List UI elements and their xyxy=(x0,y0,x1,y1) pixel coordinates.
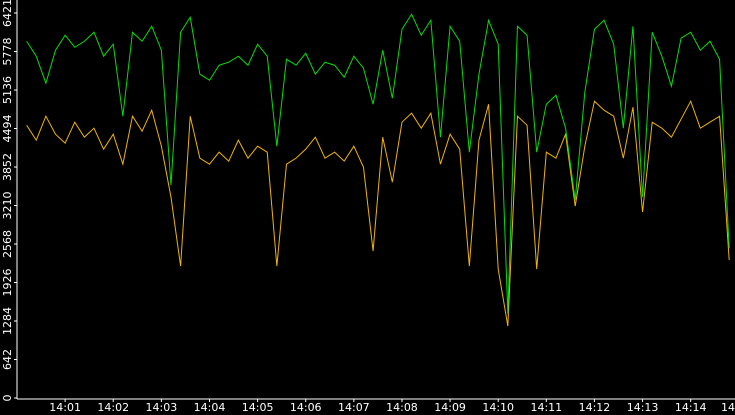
x-tick-label: 14:10 xyxy=(482,401,514,414)
x-tick-label: 14:02 xyxy=(97,401,129,414)
y-tick-label: 3210 xyxy=(1,192,14,220)
x-tick-label: 14:06 xyxy=(290,401,322,414)
x-tick-label: 14:03 xyxy=(146,401,178,414)
y-tick-label: 1926 xyxy=(1,269,14,297)
x-tick-label: 14:09 xyxy=(434,401,466,414)
x-tick-label: 14:08 xyxy=(386,401,418,414)
x-tick-label: 14:04 xyxy=(194,401,226,414)
y-tick-label: 4494 xyxy=(1,115,14,143)
y-tick-label: 2568 xyxy=(1,230,14,258)
y-tick-label: 642 xyxy=(1,349,14,370)
y-tick-label: 5778 xyxy=(1,38,14,66)
x-tick-label: 14:12 xyxy=(579,401,611,414)
x-tick-label: 14:11 xyxy=(530,401,562,414)
line xyxy=(26,13,730,315)
y-tick-label: 1284 xyxy=(1,307,14,335)
x-tick-label: 14:14 xyxy=(675,401,707,414)
x-tick-label: 14:05 xyxy=(242,401,274,414)
y-tick-label: 5136 xyxy=(1,76,14,104)
y-tick-label: 3852 xyxy=(1,153,14,181)
x-tick-label: 14 xyxy=(721,401,735,414)
y-tick-label: 6421 xyxy=(1,0,14,27)
y-tick-label: 0 xyxy=(1,395,14,402)
x-tick-label: 14:07 xyxy=(338,401,370,414)
x-tick-label: 14:13 xyxy=(627,401,659,414)
x-tick-label: 14:01 xyxy=(49,401,81,414)
line xyxy=(26,99,730,327)
